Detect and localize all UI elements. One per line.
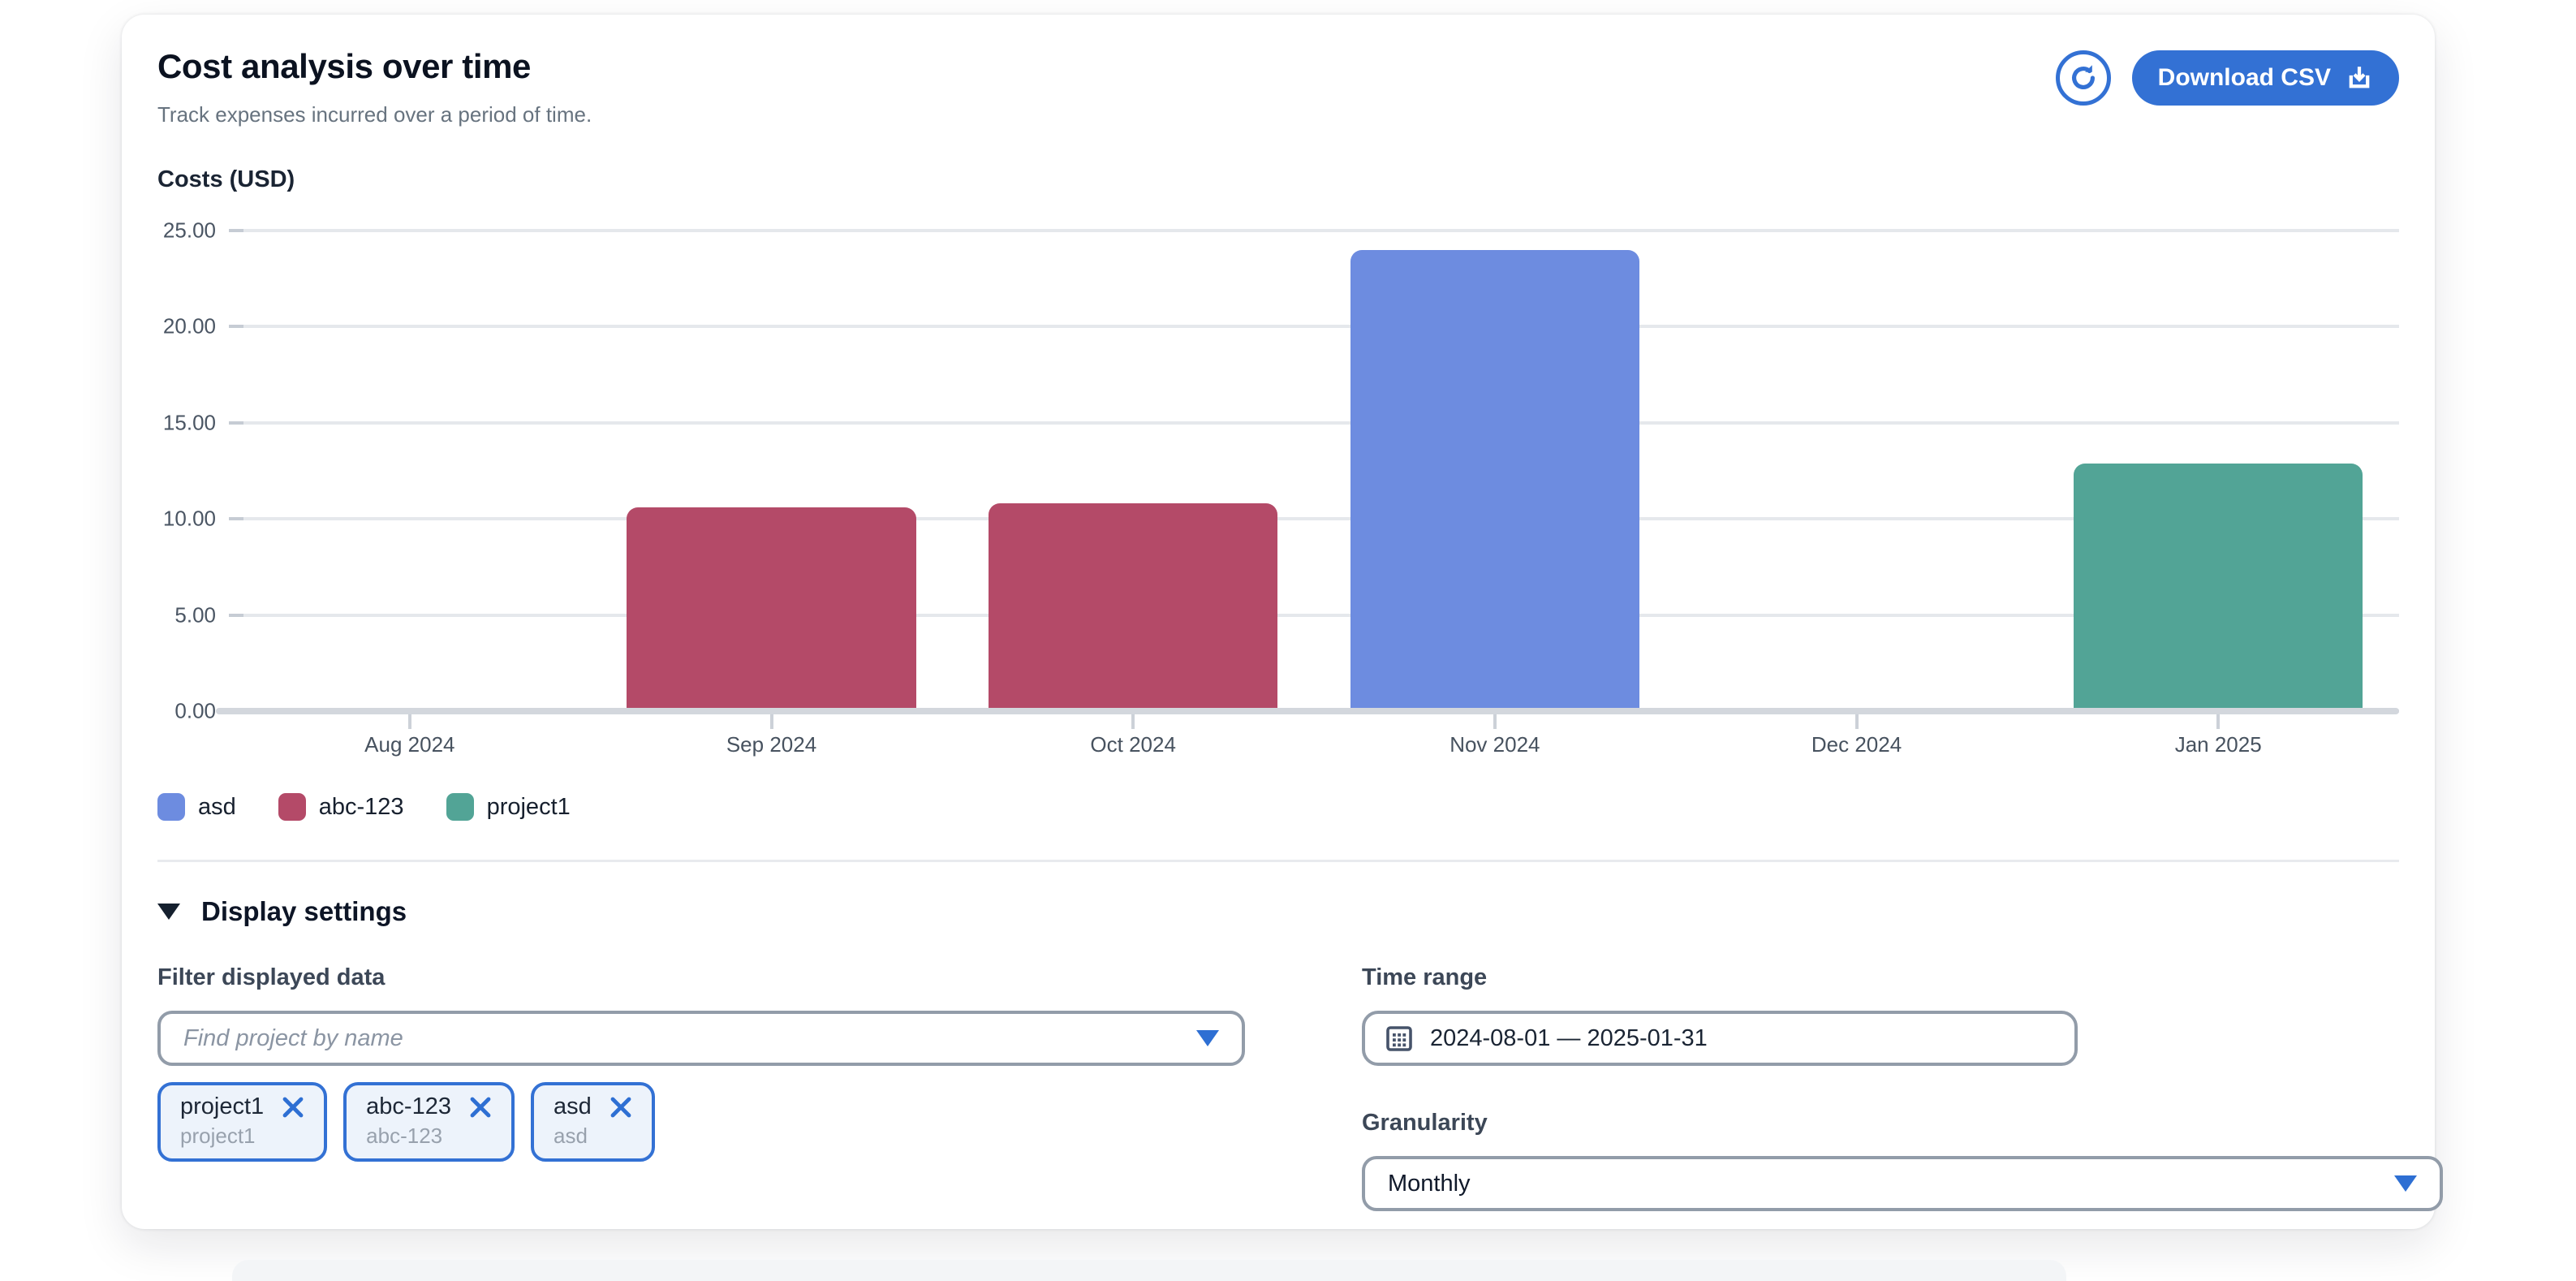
next-card-peek: [232, 1260, 2066, 1281]
settings-grid: Filter displayed data Find project by na…: [157, 964, 2443, 1211]
chart-legend: asd abc-123 project1: [157, 793, 2399, 821]
chart-title: Costs (USD): [157, 166, 295, 192]
bar-abc-123-oct-2024[interactable]: [988, 503, 1278, 711]
filter-column: Filter displayed data Find project by na…: [157, 964, 1245, 1211]
legend-label: project1: [486, 793, 571, 820]
download-icon: [2346, 64, 2373, 92]
x-axis-tick: [407, 714, 411, 729]
gridline: [229, 613, 2399, 617]
filter-chip-abc-123: abc-123 abc-123: [343, 1082, 515, 1162]
display-settings-section: Display settings Filter displayed data F…: [157, 860, 2443, 1211]
legend-swatch-icon: [278, 793, 306, 821]
dropdown-caret-icon: [2394, 1175, 2417, 1192]
granularity-label: Granularity: [1362, 1110, 1488, 1136]
calendar-icon: [1385, 1024, 1414, 1053]
y-axis-tick-label: 10.00: [162, 506, 216, 531]
x-axis-label: Oct 2024: [1090, 732, 1176, 757]
chip-name: asd: [553, 1093, 592, 1119]
bar-abc-123-sep-2024[interactable]: [627, 507, 916, 711]
y-axis-tick-label: 15.00: [162, 410, 216, 435]
chip-subtitle: abc-123: [366, 1124, 443, 1148]
display-settings-title: Display settings: [201, 896, 407, 926]
header-actions: Download CSV: [2055, 50, 2399, 106]
x-axis-tick: [769, 714, 773, 729]
legend-item-abc-123[interactable]: abc-123: [278, 793, 404, 821]
legend-label: asd: [198, 793, 236, 820]
chip-subtitle: asd: [553, 1124, 588, 1148]
gridline: [229, 229, 2399, 232]
chip-header: asd: [554, 1093, 632, 1120]
filter-chip-project1: project1 project1: [157, 1082, 328, 1162]
x-axis-labels: Aug 2024 Sep 2024 Oct 2024 Nov 2024 Dec 2024…: [229, 732, 2399, 757]
chip-subtitle: project1: [180, 1124, 256, 1148]
display-settings-toggle[interactable]: Display settings: [157, 896, 2399, 927]
gridline: [229, 421, 2399, 425]
refresh-icon: [2068, 63, 2099, 93]
x-axis-label: Sep 2024: [726, 732, 817, 757]
legend-item-project1[interactable]: project1: [446, 793, 571, 821]
remove-chip-icon[interactable]: [469, 1096, 492, 1119]
download-csv-button[interactable]: Download CSV: [2131, 50, 2399, 106]
refresh-button[interactable]: [2055, 50, 2111, 106]
title-block: Cost analysis over time Track expenses i…: [157, 47, 592, 127]
filter-chip-asd: asd asd: [530, 1082, 655, 1162]
card-header: Cost analysis over time Track expenses i…: [157, 47, 2399, 127]
chip-header: abc-123: [366, 1093, 492, 1120]
chip-name: project1: [180, 1093, 265, 1119]
cost-analysis-card: Cost analysis over time Track expenses i…: [122, 15, 2443, 1229]
page-subtitle: Track expenses incurred over a period of…: [157, 102, 592, 127]
granularity-value: Monthly: [1388, 1170, 1471, 1197]
x-axis-tick: [2216, 714, 2221, 729]
project-filter-placeholder: Find project by name: [183, 1024, 403, 1051]
x-axis-tick: [1493, 714, 1497, 729]
bar-asd-nov-2024[interactable]: [1350, 249, 1640, 711]
x-axis-label: Jan 2025: [2174, 732, 2262, 757]
x-axis-label: Dec 2024: [1811, 732, 1902, 757]
remove-chip-icon[interactable]: [282, 1096, 304, 1119]
page-title: Cost analysis over time: [157, 47, 531, 85]
selected-project-chips: project1 project1 abc-123 abc-123 asd asd: [157, 1082, 1245, 1162]
time-range-label: Time range: [1362, 964, 1488, 990]
x-axis-tick: [1131, 714, 1135, 729]
legend-label: abc-123: [318, 793, 404, 820]
legend-item-asd[interactable]: asd: [157, 793, 236, 821]
y-axis-tick-label: 20.00: [162, 313, 216, 339]
x-axis-baseline: [216, 708, 2399, 714]
bar-chart: 25.00 20.00 15.00 10.00 5.00 0.00: [163, 218, 2399, 729]
y-axis-tick-label: 0.00: [174, 698, 216, 723]
remove-chip-icon[interactable]: [610, 1096, 632, 1119]
gridline: [229, 325, 2399, 329]
gridline: [229, 517, 2399, 521]
legend-swatch-icon: [157, 793, 185, 821]
x-axis-label: Aug 2024: [364, 732, 455, 757]
bar-project1-jan-2025[interactable]: [2073, 463, 2363, 711]
download-csv-label: Download CSV: [2157, 64, 2331, 91]
x-axis-tick: [1854, 714, 1859, 729]
granularity-select[interactable]: Monthly: [1362, 1156, 2443, 1211]
y-axis-tick-label: 5.00: [174, 602, 216, 628]
chip-name: abc-123: [366, 1093, 451, 1119]
chip-header: project1: [180, 1093, 304, 1120]
legend-swatch-icon: [446, 793, 474, 821]
collapse-triangle-icon: [157, 904, 180, 920]
dropdown-caret-icon: [1196, 1030, 1219, 1046]
time-range-value: 2024-08-01 — 2025-01-31: [1430, 1024, 1708, 1051]
filter-label: Filter displayed data: [157, 964, 386, 990]
x-axis-label: Nov 2024: [1450, 732, 1540, 757]
time-column: Time range 20: [1362, 964, 2443, 1211]
time-range-input[interactable]: 2024-08-01 — 2025-01-31: [1362, 1011, 2078, 1066]
y-axis-tick-label: 25.00: [162, 218, 216, 243]
project-filter-combobox[interactable]: Find project by name: [157, 1011, 1245, 1066]
